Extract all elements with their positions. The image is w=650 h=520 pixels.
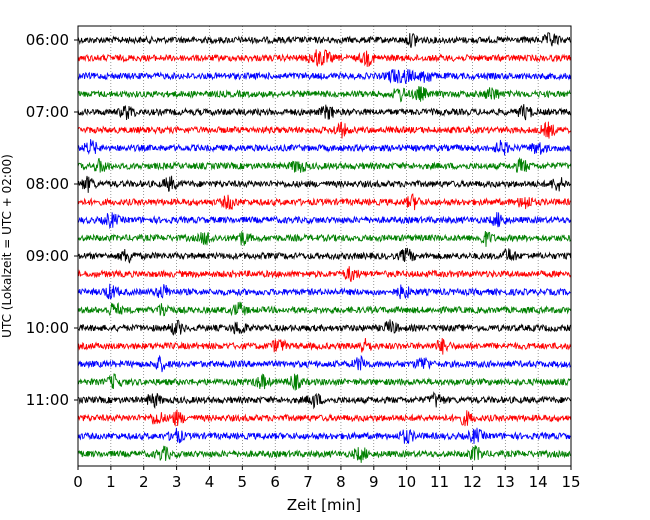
x-tick-label: 12 (463, 473, 482, 491)
trace-0845 (77, 230, 571, 247)
trace-0900 (78, 247, 572, 264)
x-tick-label: 13 (496, 473, 515, 491)
x-tick-label: 4 (205, 473, 215, 491)
y-tick-label: 10:00 (26, 319, 69, 337)
x-tick-label: 5 (238, 473, 248, 491)
y-axis-title: UTC (Lokalzeit = UTC + 02:00) (0, 154, 14, 338)
y-tick-label: 09:00 (26, 247, 69, 265)
trace-1045 (77, 373, 571, 391)
trace-0730 (77, 139, 571, 156)
trace-1100 (77, 391, 571, 410)
x-axis-ticks: 0 1 2 3 4 5 6 7 8 9 10 11 12 13 14 15 (73, 466, 581, 491)
y-tick-label: 08:00 (26, 175, 69, 193)
seismic-traces (77, 32, 572, 463)
trace-0915 (77, 266, 572, 282)
x-tick-label: 11 (430, 473, 449, 491)
trace-0615 (77, 49, 572, 68)
trace-0745 (77, 156, 572, 173)
x-tick-label: 1 (106, 473, 116, 491)
x-tick-label: 0 (73, 473, 83, 491)
x-tick-label: 6 (270, 473, 280, 491)
y-tick-label: 11:00 (26, 391, 69, 409)
x-tick-label: 10 (397, 473, 416, 491)
trace-1000 (77, 319, 572, 336)
x-tick-label: 14 (529, 473, 548, 491)
trace-0715 (77, 121, 571, 139)
trace-0930 (77, 283, 571, 300)
trace-1145 (77, 445, 571, 463)
trace-0815 (77, 193, 571, 211)
x-tick-label: 9 (369, 473, 379, 491)
trace-0830 (77, 212, 572, 230)
plot-frame (77, 25, 572, 467)
trace-0945 (77, 301, 572, 317)
x-tick-label: 3 (172, 473, 182, 491)
trace-1015 (77, 337, 572, 355)
x-tick-label: 15 (561, 473, 580, 491)
y-axis-ticks: 06:00 07:00 08:00 09:00 10:00 11:00 (26, 31, 78, 409)
trace-1115 (77, 409, 572, 427)
vertical-grid (110, 26, 539, 466)
x-axis-title: Zeit [min] (287, 496, 361, 514)
x-tick-label: 8 (336, 473, 346, 491)
trace-0700 (77, 104, 572, 121)
trace-1130 (77, 427, 571, 444)
trace-0630 (77, 68, 572, 84)
trace-0800 (77, 175, 571, 193)
y-tick-label: 07:00 (26, 103, 69, 121)
trace-1030 (77, 354, 571, 373)
trace-0645 (77, 86, 571, 103)
trace-0600 (77, 32, 572, 48)
x-tick-label: 2 (139, 473, 149, 491)
x-tick-label: 7 (303, 473, 313, 491)
y-tick-label: 06:00 (26, 31, 69, 49)
